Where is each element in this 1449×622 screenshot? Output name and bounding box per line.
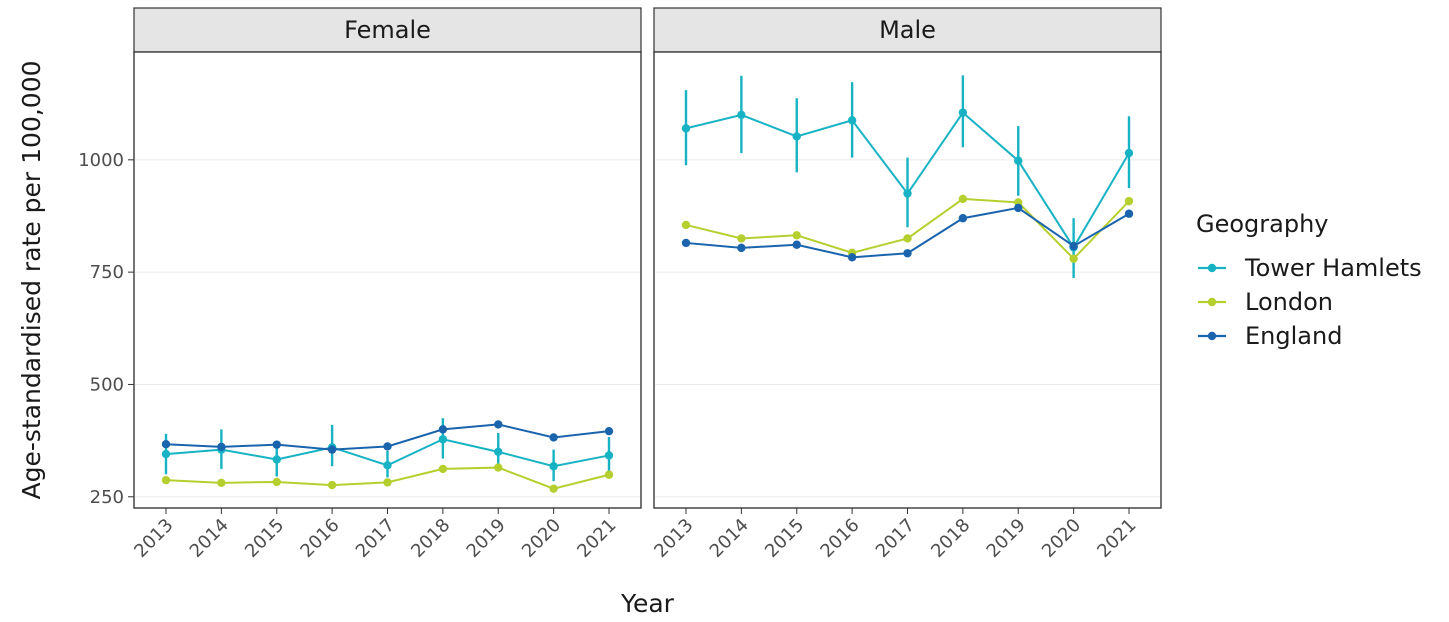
data-point <box>438 425 448 434</box>
data-point <box>438 435 448 444</box>
y-tick-label: 750 <box>90 262 124 283</box>
data-point <box>958 108 968 117</box>
facet-strip-label: Female <box>344 16 431 44</box>
data-point <box>792 240 801 249</box>
data-point <box>604 451 614 460</box>
x-tick-label: 2019 <box>463 515 510 562</box>
data-point <box>549 462 558 471</box>
facet-strip <box>133 7 642 53</box>
legend-label: London <box>1245 288 1333 316</box>
legend: Geography Tower Hamlets London England <box>1196 210 1422 350</box>
data-point <box>217 442 226 452</box>
data-point <box>1069 254 1078 263</box>
data-point <box>604 470 614 479</box>
data-point <box>681 238 691 248</box>
facet-male: Male 2013 2014 2015 2016 2017 2018 2019 2020 2021 <box>650 7 1162 562</box>
data-point <box>737 234 746 243</box>
series-london <box>161 463 614 493</box>
x-tick-label: 2021 <box>1093 515 1140 562</box>
x-tick-label: 2021 <box>573 515 620 562</box>
legend-label: England <box>1245 322 1342 350</box>
data-point <box>1124 148 1134 158</box>
x-tick-label: 2014 <box>186 515 233 562</box>
data-point <box>549 433 558 442</box>
data-point <box>903 189 912 198</box>
data-point <box>383 442 392 451</box>
data-point <box>1124 209 1134 218</box>
data-point <box>272 477 281 487</box>
data-point <box>161 475 171 485</box>
x-tick-label: 2013 <box>130 515 177 562</box>
legend-key-point <box>1207 331 1217 341</box>
x-axis-title: Year <box>620 589 675 618</box>
data-point <box>1014 203 1023 213</box>
legend-title: Geography <box>1196 210 1329 238</box>
data-point <box>161 440 171 449</box>
data-point <box>549 484 558 493</box>
legend-key-point <box>1207 263 1217 273</box>
x-tick-label: 2016 <box>816 515 863 562</box>
data-point <box>1014 156 1023 165</box>
data-point <box>604 426 614 436</box>
data-point <box>681 220 691 230</box>
x-tick-label: 2018 <box>927 515 974 562</box>
x-tick-label: 2020 <box>1038 515 1085 562</box>
data-point <box>161 449 171 459</box>
data-point <box>494 463 503 472</box>
data-point <box>272 440 281 449</box>
data-point <box>903 234 912 243</box>
data-point <box>438 464 448 474</box>
x-tick-label: 2013 <box>650 515 697 562</box>
x-tick-label: 2017 <box>872 515 919 562</box>
legend-item: London <box>1198 288 1333 316</box>
y-axis-title: Age-standardised rate per 100,000 <box>17 60 46 499</box>
x-tick-label: 2017 <box>352 515 399 562</box>
legend-label: Tower Hamlets <box>1244 254 1422 282</box>
y-tick-label: 500 <box>90 374 124 395</box>
series-england <box>161 420 614 454</box>
facet-strip-label: Male <box>879 16 936 44</box>
data-point <box>383 461 392 470</box>
data-point <box>847 253 857 262</box>
y-tick-label: 250 <box>90 487 124 508</box>
data-point <box>737 243 746 253</box>
x-tick-label: 2015 <box>241 515 288 562</box>
data-point <box>272 455 281 464</box>
data-point <box>383 478 392 487</box>
panel-background <box>653 51 1162 509</box>
data-point <box>217 478 226 488</box>
data-point <box>958 194 968 204</box>
data-point <box>903 249 912 258</box>
data-point <box>327 480 337 490</box>
data-point <box>1124 196 1134 206</box>
legend-item: England <box>1198 322 1342 350</box>
data-point <box>327 445 337 454</box>
legend-item: Tower Hamlets <box>1198 254 1422 282</box>
data-point <box>792 132 801 141</box>
series-england <box>681 203 1134 262</box>
panel-background <box>133 51 642 509</box>
data-point <box>958 214 968 223</box>
data-point <box>494 447 503 457</box>
data-point <box>792 231 801 240</box>
data-point <box>847 116 857 125</box>
x-tick-label: 2014 <box>706 515 753 562</box>
data-point <box>681 124 691 133</box>
panel-border <box>133 51 642 509</box>
data-point <box>737 110 746 120</box>
x-tick-label: 2019 <box>983 515 1030 562</box>
data-point <box>494 420 503 429</box>
facet-strip <box>653 7 1162 53</box>
legend-key-point <box>1207 297 1217 307</box>
x-tick-label: 2015 <box>761 515 808 562</box>
y-tick-label: 1000 <box>78 150 124 171</box>
x-tick-label: 2016 <box>296 515 343 562</box>
data-point <box>1069 241 1078 251</box>
x-tick-label: 2018 <box>407 515 454 562</box>
panel-border <box>653 51 1162 509</box>
x-tick-label: 2020 <box>518 515 565 562</box>
facet-female: Female 2013 2014 2015 2016 2017 2018 2019 2020 20… <box>130 7 642 562</box>
